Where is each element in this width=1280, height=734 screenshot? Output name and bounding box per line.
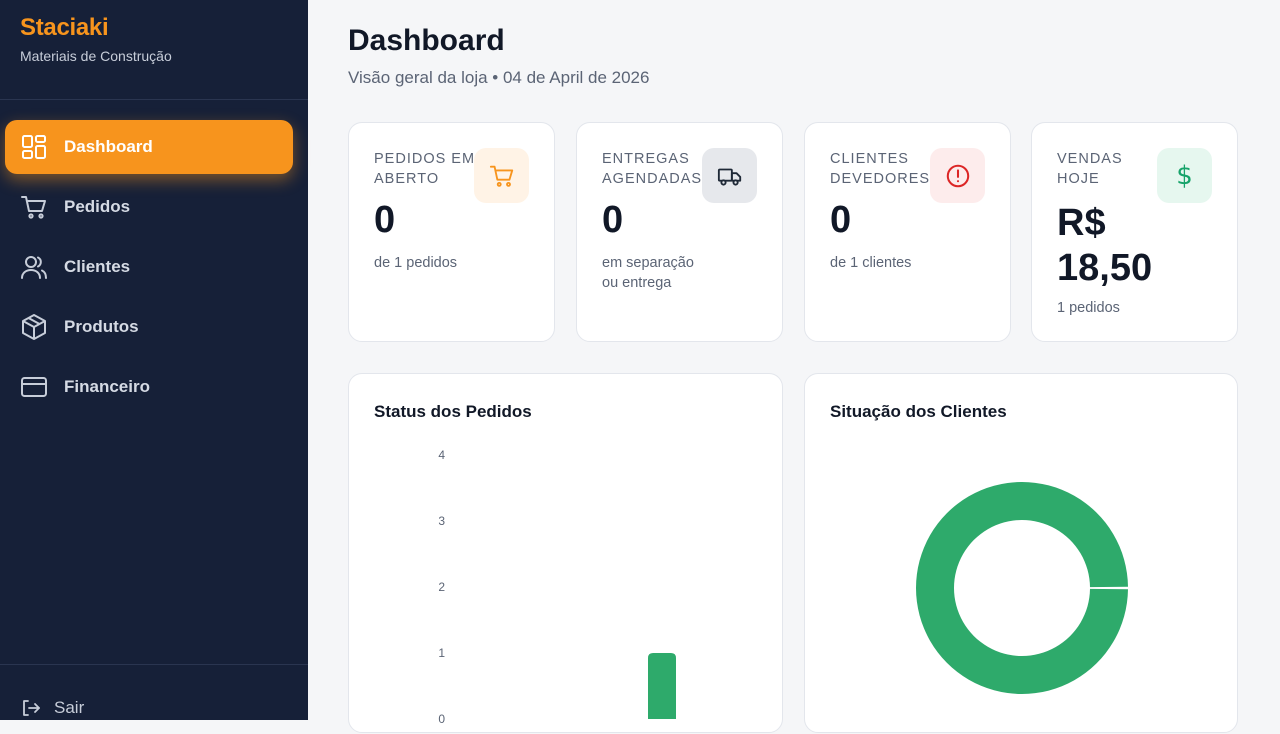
sidebar-item-dashboard[interactable]: Dashboard (5, 120, 293, 174)
y-tick-label: 3 (438, 514, 445, 528)
dashboard-grid-icon (20, 133, 48, 161)
sidebar-divider (0, 664, 308, 665)
stat-label: PEDIDOS EM ABERTO (374, 151, 476, 187)
stat-card-pedidos-abertos: PEDIDOS EM ABERTO 0 de 1 pedidos (348, 122, 555, 342)
clientes-donut-chart (916, 482, 1128, 694)
sidebar-item-produtos[interactable]: Produtos (5, 300, 293, 354)
stat-value: R$ 18,50 (1057, 202, 1153, 289)
y-tick-label: 2 (438, 580, 445, 594)
page-subtitle: Visão geral da loja • 04 de April de 202… (348, 68, 650, 87)
donut-slice[interactable] (916, 482, 1128, 694)
stat-description: de 1 clientes (830, 255, 912, 271)
sidebar-item-financeiro[interactable]: Financeiro (5, 360, 293, 414)
bar[interactable] (648, 653, 676, 719)
alert-circle-icon (930, 148, 985, 203)
users-icon (20, 253, 48, 281)
y-tick-label: 1 (438, 646, 445, 660)
page-title: Dashboard (348, 24, 505, 57)
sidebar-item-clientes[interactable]: Clientes (5, 240, 293, 294)
chart-title: Status dos Pedidos (374, 402, 532, 421)
stat-label: ENTREGAS AGENDADAS (602, 151, 703, 187)
sidebar-item-label: Dashboard (64, 137, 153, 156)
sidebar-item-label: Pedidos (64, 197, 131, 216)
stat-description: em separação ou entrega (602, 255, 694, 291)
stat-card-vendas-hoje: VENDAS HOJE $ R$ 18,50 1 pedidos (1031, 122, 1238, 342)
logout-label: Sair (54, 698, 85, 717)
cart-icon (474, 148, 529, 203)
y-tick-label: 4 (438, 448, 445, 462)
status-bar-chart: 0 1 2 3 4 (438, 448, 676, 726)
sidebar-divider (0, 99, 308, 100)
sidebar: Staciaki Materiais de Construção Dashboa… (0, 0, 308, 720)
stat-label: VENDAS HOJE (1057, 151, 1123, 187)
y-tick-label: 0 (438, 712, 445, 726)
brand: Staciaki Materiais de Construção (20, 14, 172, 64)
chart-card-status-pedidos: Status dos Pedidos 0 1 2 3 4 (348, 373, 783, 733)
stat-label: CLIENTES DEVEDORES (830, 151, 931, 187)
stat-value: 0 (374, 199, 396, 241)
chart-title: Situação dos Clientes (830, 402, 1007, 421)
brand-name: Staciaki (20, 14, 109, 41)
stat-card-entregas-agendadas: ENTREGAS AGENDADAS 0 em separação ou ent… (576, 122, 783, 342)
credit-card-icon (20, 373, 48, 401)
stat-value: 0 (602, 199, 624, 241)
dollar-icon: $ (1157, 148, 1212, 203)
truck-icon (702, 148, 757, 203)
box-icon (20, 313, 48, 341)
logout-button[interactable]: Sair (20, 697, 84, 719)
stat-description: 1 pedidos (1057, 300, 1120, 316)
stat-card-clientes-devedores: CLIENTES DEVEDORES 0 de 1 clientes (804, 122, 1011, 342)
sidebar-item-label: Clientes (64, 257, 131, 276)
logout-icon (20, 697, 42, 719)
sidebar-item-pedidos[interactable]: Pedidos (5, 180, 293, 234)
brand-subtitle: Materiais de Construção (20, 48, 172, 64)
cart-icon (20, 193, 48, 221)
sidebar-item-label: Financeiro (64, 377, 150, 396)
stat-description: de 1 pedidos (374, 255, 458, 271)
sidebar-item-label: Produtos (64, 317, 139, 336)
chart-card-situacao-clientes: Situação dos Clientes (804, 373, 1238, 733)
stat-value: 0 (830, 199, 852, 241)
